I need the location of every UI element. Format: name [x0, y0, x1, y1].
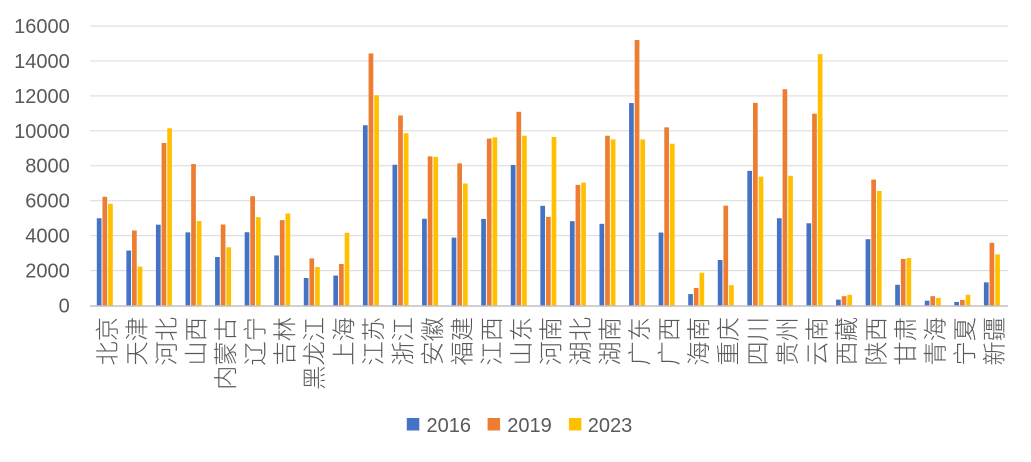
svg-text:14000: 14000	[14, 51, 70, 73]
svg-text:0: 0	[59, 296, 70, 318]
svg-text:2019: 2019	[507, 415, 552, 437]
svg-text:12000: 12000	[14, 86, 70, 108]
svg-text:2016: 2016	[427, 415, 472, 437]
svg-text:2023: 2023	[588, 415, 633, 437]
svg-text:4000: 4000	[25, 226, 70, 248]
svg-text:8000: 8000	[25, 156, 70, 178]
svg-text:2000: 2000	[25, 261, 70, 283]
svg-text:6000: 6000	[25, 191, 70, 213]
svg-text:16000: 16000	[14, 16, 70, 38]
svg-text:10000: 10000	[14, 121, 70, 143]
